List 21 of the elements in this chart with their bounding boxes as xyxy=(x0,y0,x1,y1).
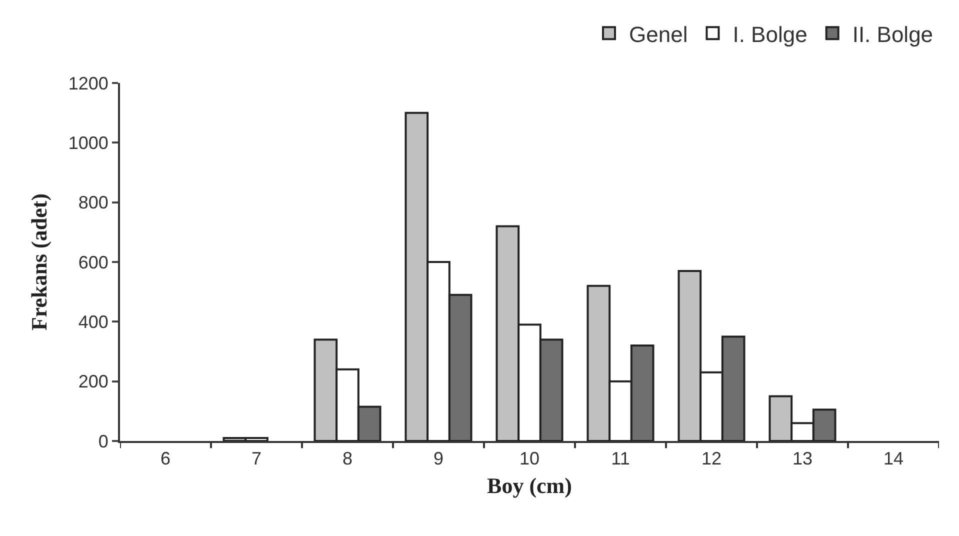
y-tick-label: 1000 xyxy=(68,132,108,153)
x-tick-label: 8 xyxy=(342,448,353,469)
y-axis-title: Frekans (adet) xyxy=(26,193,52,331)
x-tick-label: 13 xyxy=(792,448,813,469)
legend-label: I. Bolge xyxy=(732,22,808,47)
x-tick-label: 6 xyxy=(160,448,171,469)
legend-label: II. Bolge xyxy=(852,22,934,47)
legend-label: Genel xyxy=(629,22,688,47)
y-tick-label: 200 xyxy=(78,372,108,392)
x-tick-label: 12 xyxy=(701,448,722,469)
x-tick-label: 7 xyxy=(251,448,262,469)
x-tick-label: 11 xyxy=(611,448,630,469)
y-tick-label: 400 xyxy=(78,312,108,332)
y-tick-label: 0 xyxy=(98,431,108,452)
x-tick-label: 9 xyxy=(433,448,444,469)
y-tick-label: 1200 xyxy=(68,73,108,94)
x-tick-label: 10 xyxy=(519,448,540,469)
y-tick-label: 600 xyxy=(78,252,108,272)
y-tick-label: 800 xyxy=(78,192,108,213)
x-axis-title: Boy (cm) xyxy=(487,473,572,498)
x-tick-label: 14 xyxy=(883,448,904,469)
